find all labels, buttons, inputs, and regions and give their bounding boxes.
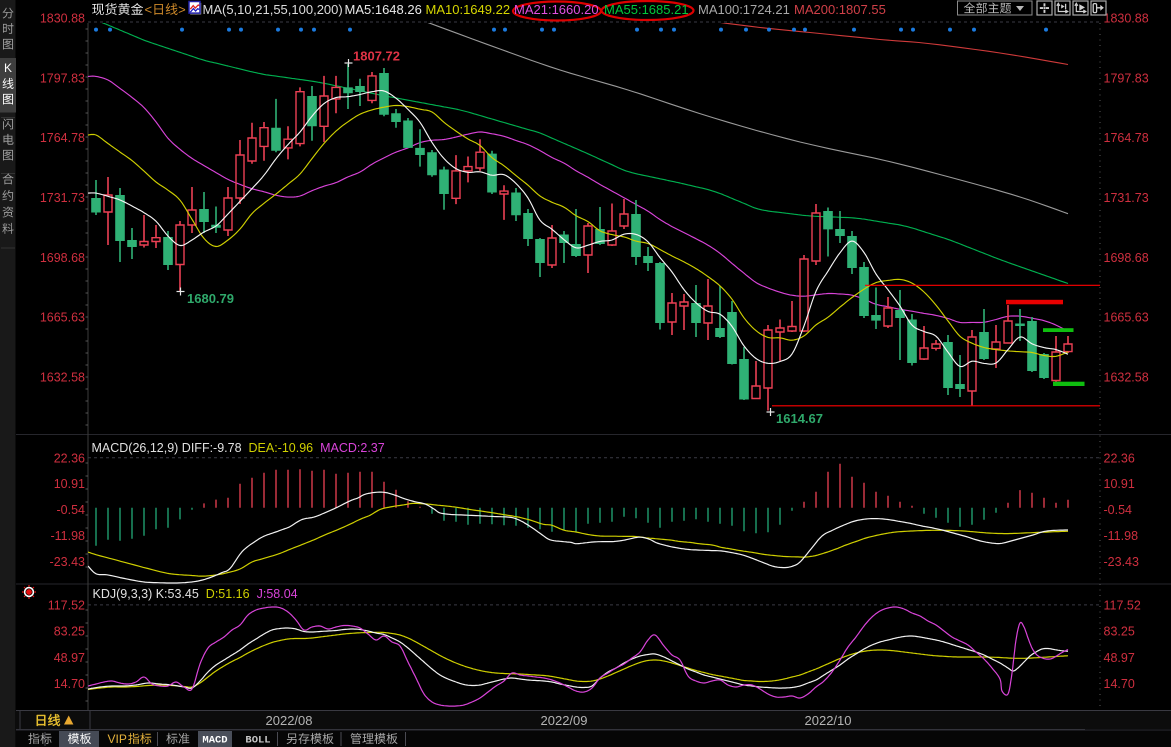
svg-text:2022/09: 2022/09 bbox=[541, 713, 588, 728]
svg-text:MA21:1660.20: MA21:1660.20 bbox=[514, 2, 599, 17]
svg-text:K: K bbox=[4, 61, 12, 75]
svg-text:1807.72: 1807.72 bbox=[353, 49, 400, 64]
svg-text:1764.78: 1764.78 bbox=[1104, 131, 1149, 145]
svg-text:1698.68: 1698.68 bbox=[1104, 251, 1149, 265]
svg-text:2022/08: 2022/08 bbox=[266, 713, 313, 728]
svg-text:MA100:1724.21: MA100:1724.21 bbox=[698, 2, 790, 17]
svg-text:-23.43: -23.43 bbox=[50, 555, 85, 569]
svg-text:-0.54: -0.54 bbox=[1104, 503, 1133, 517]
svg-text:117.52: 117.52 bbox=[48, 598, 85, 612]
svg-text:>: > bbox=[178, 2, 186, 17]
svg-text:1632.58: 1632.58 bbox=[1104, 371, 1149, 385]
svg-text:1830.88: 1830.88 bbox=[1104, 12, 1149, 26]
svg-text:22.36: 22.36 bbox=[54, 451, 85, 465]
svg-text:-11.98: -11.98 bbox=[50, 529, 85, 543]
svg-text:22.36: 22.36 bbox=[1104, 451, 1135, 465]
svg-text:1614.67: 1614.67 bbox=[776, 411, 823, 426]
svg-text:1797.83: 1797.83 bbox=[40, 71, 85, 85]
svg-text:<: < bbox=[145, 2, 153, 17]
svg-text:1698.68: 1698.68 bbox=[40, 251, 85, 265]
svg-text:VIP: VIP bbox=[108, 732, 127, 746]
svg-text:1665.63: 1665.63 bbox=[40, 311, 85, 325]
svg-text:MA5:1648.26: MA5:1648.26 bbox=[345, 2, 422, 17]
svg-text:KDJ(9,3,3) K:53.45: KDJ(9,3,3) K:53.45 bbox=[93, 587, 199, 601]
svg-text:48.97: 48.97 bbox=[1104, 651, 1135, 665]
svg-text:1731.73: 1731.73 bbox=[1104, 191, 1149, 205]
svg-text:MA(5,10,21,55,100,200): MA(5,10,21,55,100,200) bbox=[203, 2, 343, 17]
svg-text:BOLL: BOLL bbox=[245, 735, 270, 747]
svg-text:2022/10: 2022/10 bbox=[805, 713, 852, 728]
svg-text:-23.43: -23.43 bbox=[1104, 555, 1139, 569]
svg-text:1797.83: 1797.83 bbox=[1104, 71, 1149, 85]
svg-text:-11.98: -11.98 bbox=[1104, 529, 1139, 543]
svg-text:10.91: 10.91 bbox=[54, 477, 85, 491]
svg-text:83.25: 83.25 bbox=[54, 625, 85, 639]
svg-text:D:51.16: D:51.16 bbox=[206, 587, 250, 601]
svg-text:83.25: 83.25 bbox=[1104, 625, 1135, 639]
svg-text:MA200:1807.55: MA200:1807.55 bbox=[794, 2, 886, 17]
svg-text:MA55:1685.21: MA55:1685.21 bbox=[604, 2, 689, 17]
svg-text:1830.88: 1830.88 bbox=[40, 12, 85, 26]
svg-text:14.70: 14.70 bbox=[54, 677, 85, 691]
svg-text:10.91: 10.91 bbox=[1104, 477, 1135, 491]
svg-text:MACD(26,12,9) DIFF:-9.78: MACD(26,12,9) DIFF:-9.78 bbox=[92, 441, 242, 455]
svg-text:1731.73: 1731.73 bbox=[40, 191, 85, 205]
svg-text:1764.78: 1764.78 bbox=[40, 131, 85, 145]
svg-text:-0.54: -0.54 bbox=[57, 503, 86, 517]
svg-text:DEA:-10.96: DEA:-10.96 bbox=[249, 441, 314, 455]
svg-text:1632.58: 1632.58 bbox=[40, 371, 85, 385]
svg-text:J:58.04: J:58.04 bbox=[257, 587, 298, 601]
svg-text:48.97: 48.97 bbox=[54, 651, 85, 665]
svg-text:MACD: MACD bbox=[202, 735, 227, 747]
svg-text:MACD:2.37: MACD:2.37 bbox=[320, 441, 385, 455]
svg-text:1665.63: 1665.63 bbox=[1104, 311, 1149, 325]
svg-text:1680.79: 1680.79 bbox=[187, 291, 234, 306]
svg-text:14.70: 14.70 bbox=[1104, 677, 1135, 691]
svg-text:117.52: 117.52 bbox=[1104, 598, 1141, 612]
svg-text:MA10:1649.22: MA10:1649.22 bbox=[426, 2, 511, 17]
